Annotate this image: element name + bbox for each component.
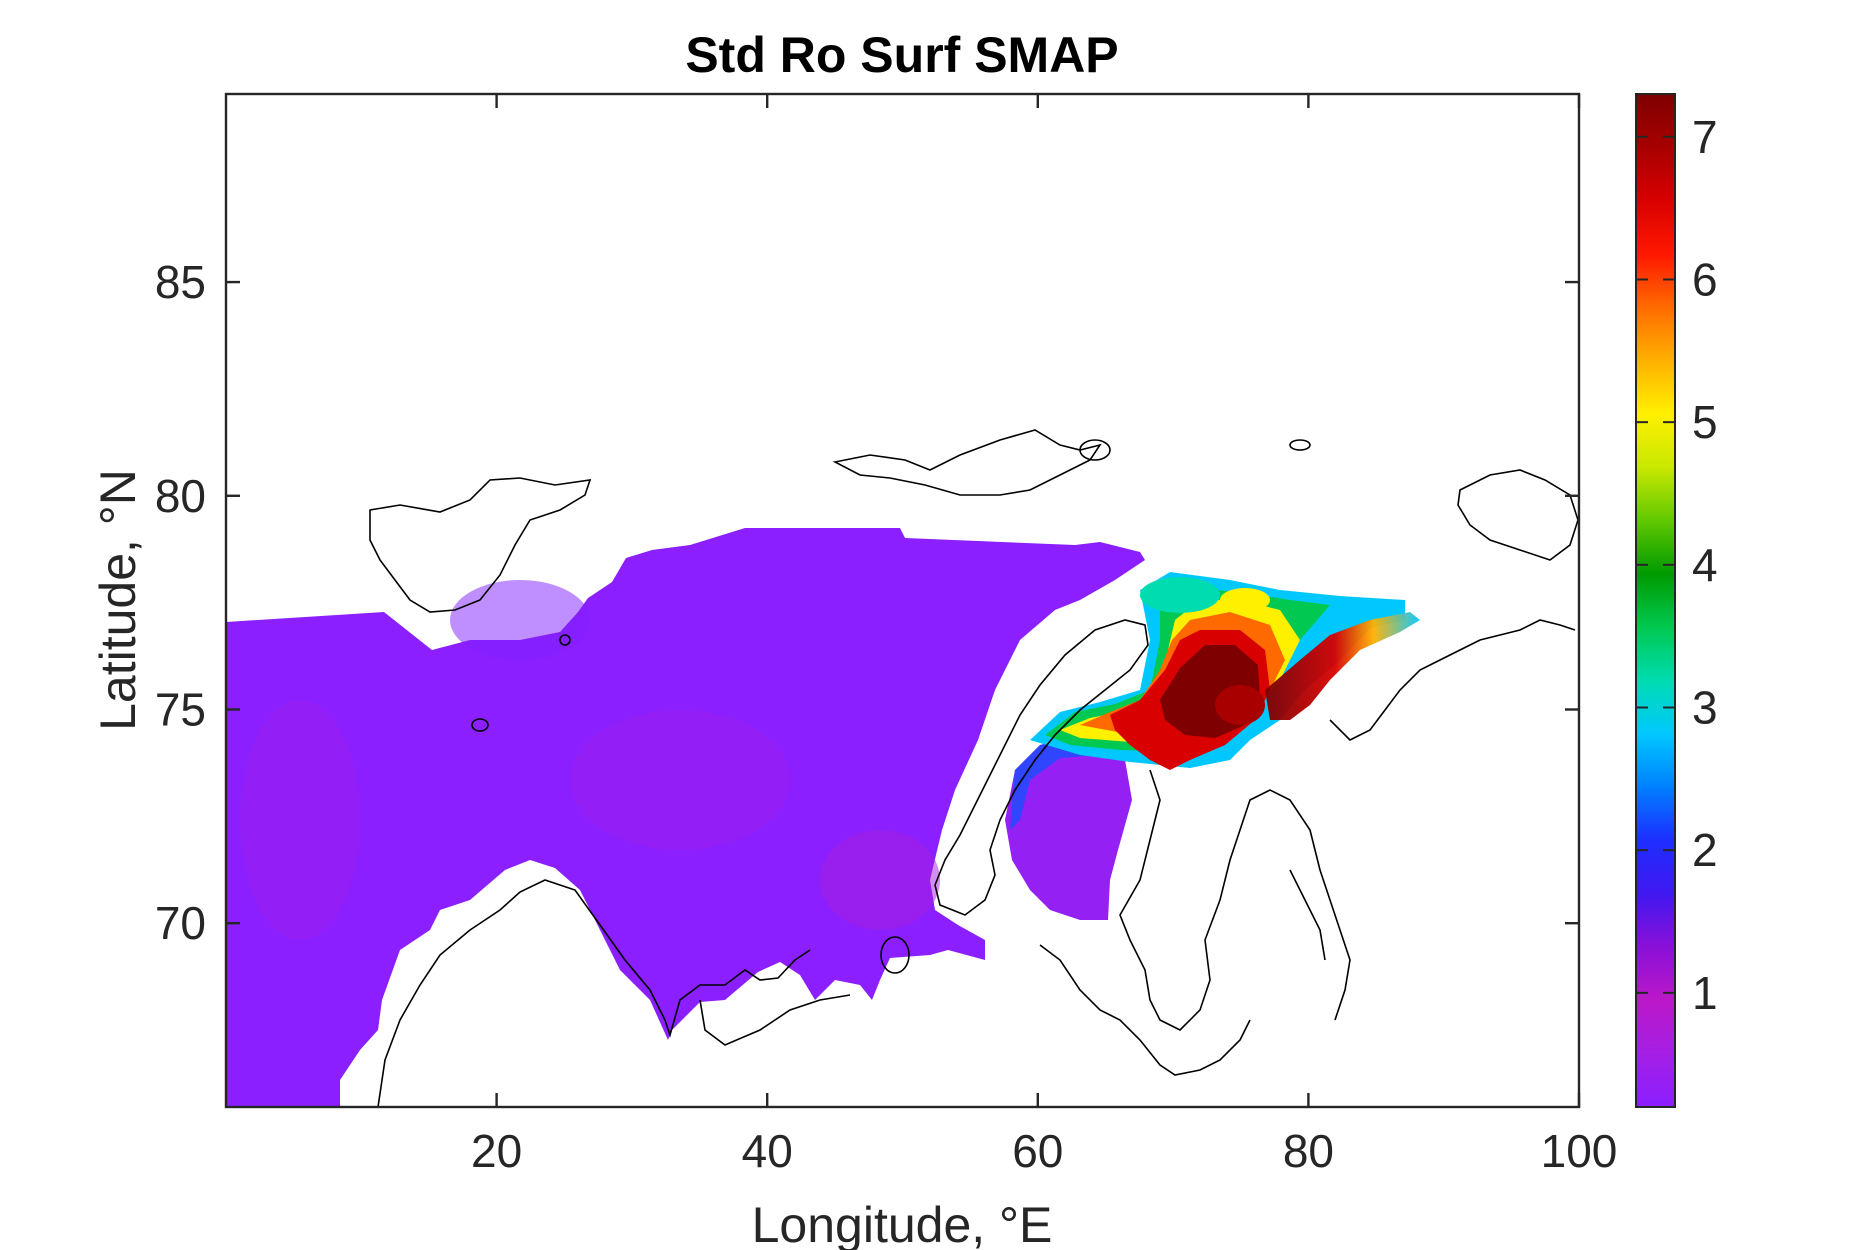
colorbar-tick-label-5: 5 — [1692, 396, 1718, 448]
y-axis-label: Latitude, °N — [90, 469, 146, 731]
kara-plume-yellow-north — [1220, 588, 1270, 612]
colorbar-tick-label-6: 6 — [1692, 253, 1718, 305]
kara-plume-core-patch — [1215, 685, 1265, 725]
coastlines — [369, 429, 1579, 1107]
y-tick-label-75: 75 — [155, 683, 206, 735]
x-tick-label-60: 60 — [1012, 1125, 1063, 1177]
coastline-scandinavia — [377, 879, 811, 1107]
inner-kara-field — [1005, 740, 1132, 920]
coastline-island-small-5 — [1079, 439, 1111, 461]
colorbar-tick-label-7: 7 — [1692, 111, 1718, 163]
colorbar: 1 2 3 4 5 6 7 — [1635, 93, 1718, 1108]
coastline-severnaya-zemlya — [1457, 469, 1579, 561]
plot-frame — [224, 92, 1581, 1109]
colorbar-tick-label-2: 2 — [1692, 824, 1718, 876]
ocean-field-texture-1 — [240, 700, 360, 940]
ocean-field-west — [226, 528, 1145, 1107]
coastline-franz-josef-land — [832, 429, 1102, 496]
coastline-novaya-zemlya — [934, 619, 1149, 916]
colorbar-ticks: 1 2 3 4 5 6 7 — [1636, 111, 1718, 1019]
ocean-field-texture-4 — [450, 580, 590, 660]
colorbar-tick-label-4: 4 — [1692, 539, 1718, 591]
coastline-kola-white-sea — [699, 994, 851, 1046]
coastline-islands-kara — [1289, 869, 1326, 961]
coastline-island-small-3 — [880, 936, 910, 974]
coastline-taymyr — [1329, 619, 1576, 741]
kara-plume-green-north — [1140, 577, 1220, 613]
coastline-island-small-4 — [1289, 439, 1311, 451]
coastline-island-small-2 — [559, 634, 571, 646]
heatmap-field — [226, 528, 1420, 1107]
x-tick-label-80: 80 — [1283, 1125, 1334, 1177]
ocean-field-texture-3 — [820, 830, 940, 930]
x-axis-label: Longitude, °E — [752, 1197, 1053, 1250]
coastline-kara-south — [1039, 944, 1251, 1076]
y-tick-label-85: 85 — [155, 256, 206, 308]
chart-title: Std Ro Surf SMAP — [685, 27, 1118, 83]
y-tick-label-70: 70 — [155, 897, 206, 949]
ocean-field-texture-2 — [570, 710, 790, 850]
coastline-svalbard — [369, 477, 592, 613]
colorbar-tick-label-1: 1 — [1692, 967, 1718, 1019]
x-tick-label-100: 100 — [1541, 1125, 1618, 1177]
y-axis: 70 75 80 85 — [155, 256, 1579, 949]
x-tick-label-20: 20 — [471, 1125, 522, 1177]
x-axis: 20 40 60 80 100 — [471, 94, 1617, 1177]
kara-plume-east-tail — [1265, 612, 1420, 720]
colorbar-tick-label-3: 3 — [1692, 682, 1718, 734]
x-tick-label-40: 40 — [742, 1125, 793, 1177]
coastline-yamal-gydan — [1119, 769, 1351, 1031]
y-tick-label-80: 80 — [155, 470, 206, 522]
colorbar-scale — [1635, 93, 1676, 1108]
coastline-island-small-1 — [471, 718, 489, 732]
